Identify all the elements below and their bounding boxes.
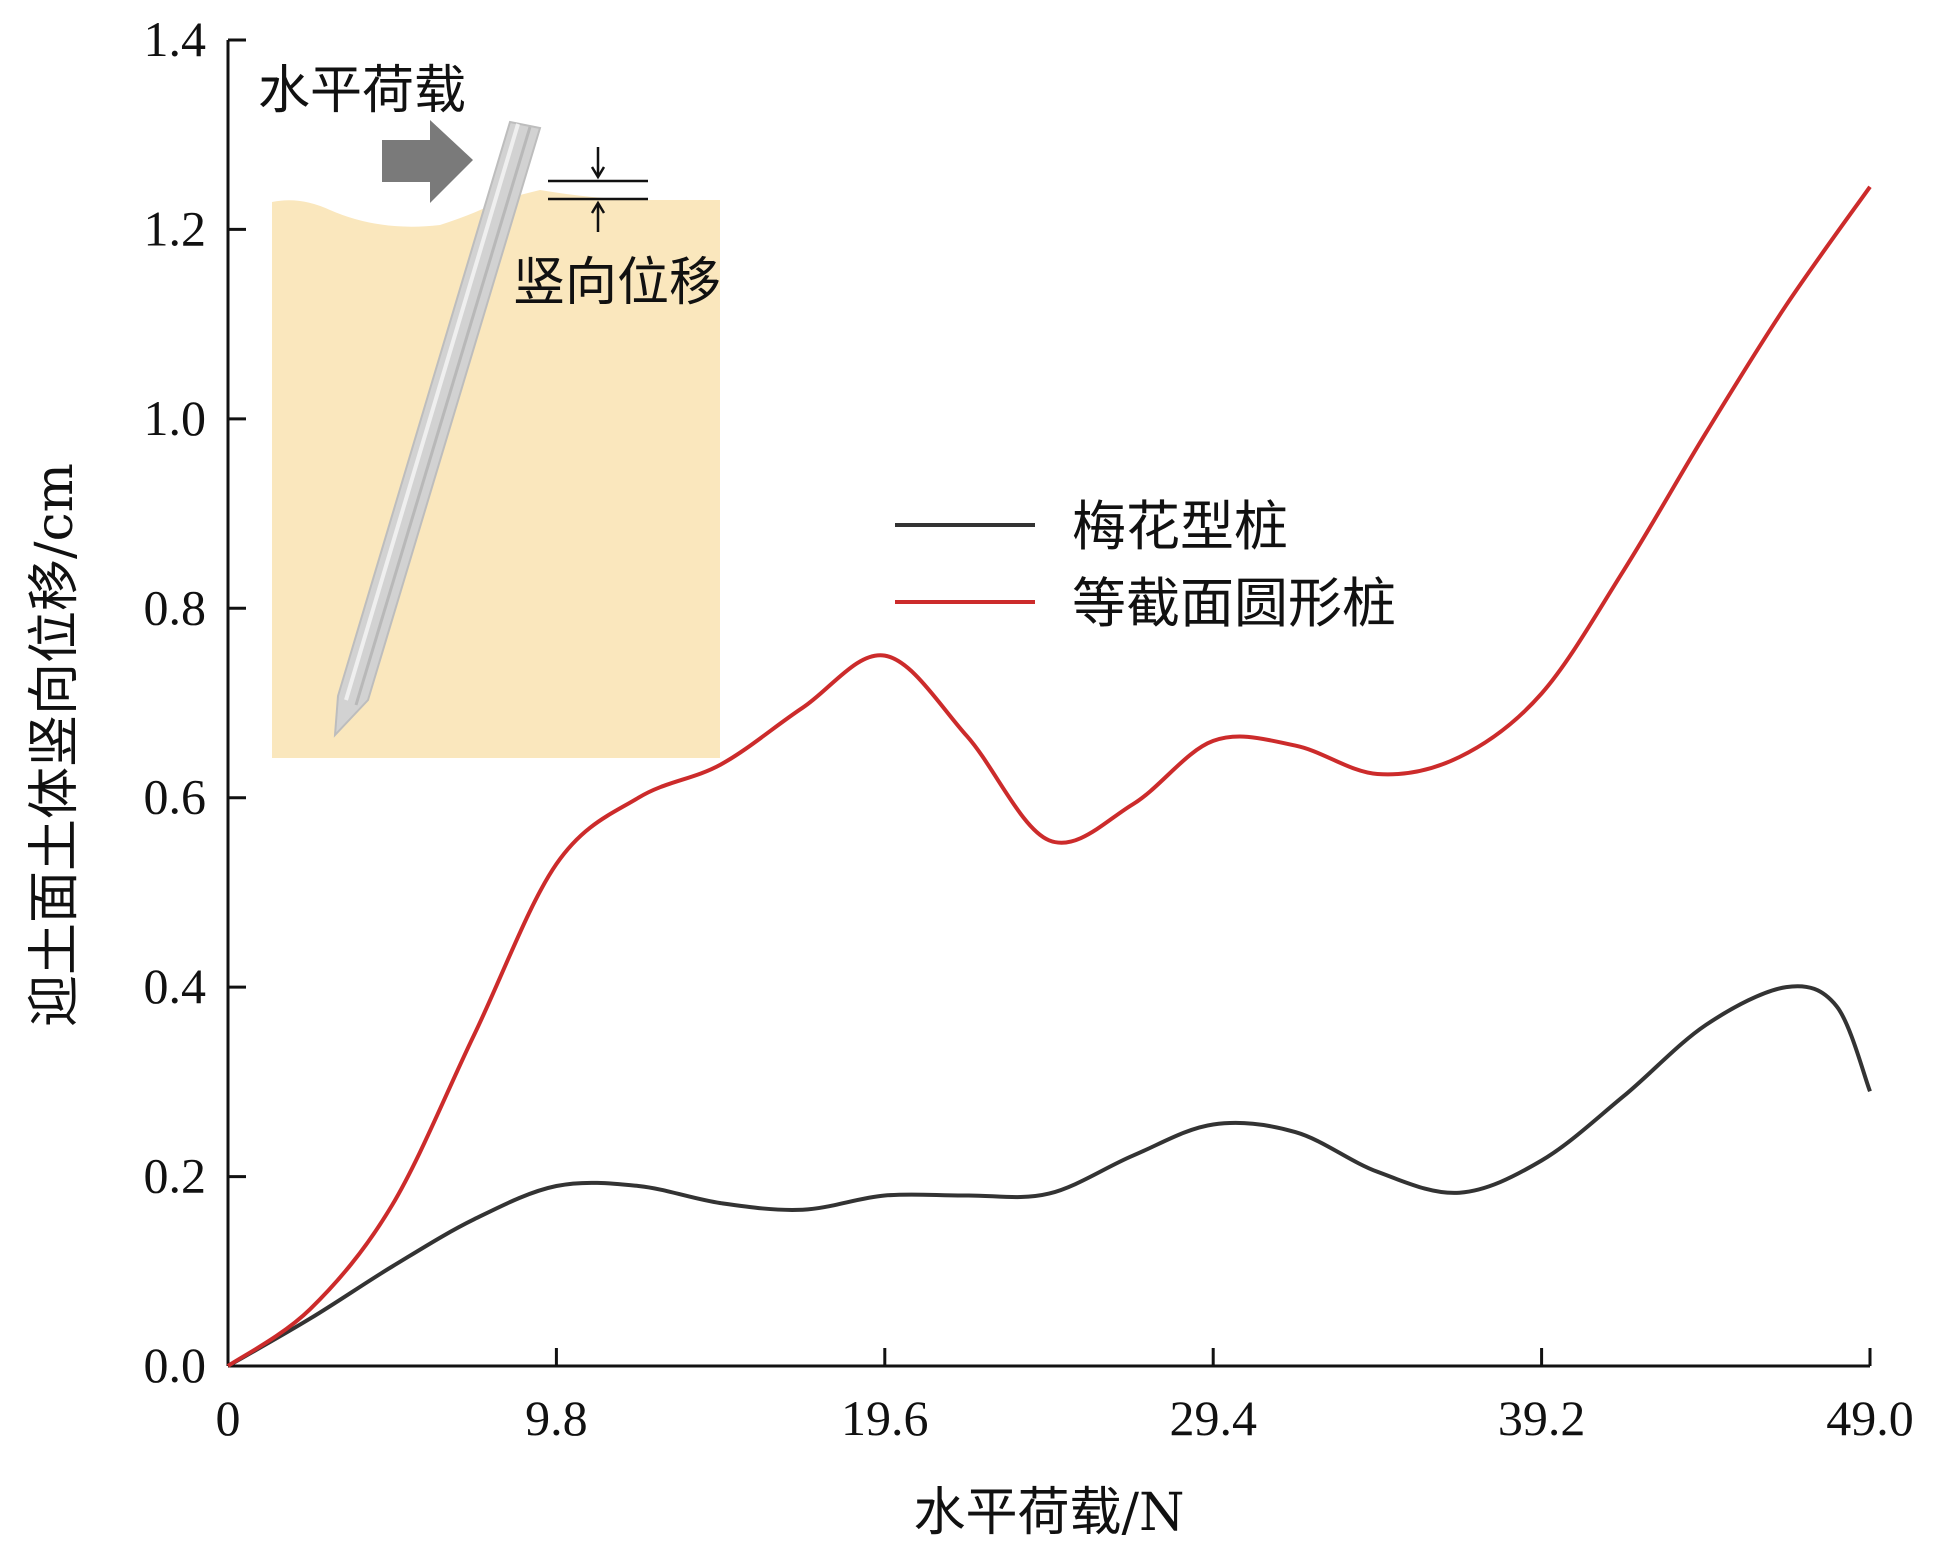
series-line-0 bbox=[227, 984, 1872, 1368]
x-tick-label: 49.0 bbox=[1826, 1390, 1914, 1446]
series-layer bbox=[226, 185, 1872, 1368]
y-ticks: 0.0 0.2 0.4 0.6 0.8 1.0 1.2 1.4 bbox=[144, 11, 246, 1393]
displacement-marker-icon bbox=[548, 147, 648, 232]
axes bbox=[226, 40, 1870, 1368]
inset-load-label: 水平荷载 bbox=[258, 61, 466, 121]
x-tick-label: 9.8 bbox=[525, 1390, 588, 1446]
x-tick-label: 0 bbox=[216, 1390, 241, 1446]
y-tick-label: 1.0 bbox=[144, 390, 207, 446]
y-axis-title: 迎土面土体竖向位移/cm bbox=[25, 463, 85, 1027]
inset-displacement-label: 竖向位移 bbox=[513, 253, 721, 313]
load-arrow-icon bbox=[382, 120, 473, 203]
legend-label-plum-pile: 梅花型桩 bbox=[1072, 495, 1288, 558]
x-axis-title: 水平荷载/N bbox=[913, 1483, 1184, 1543]
y-tick-label: 0.2 bbox=[144, 1148, 207, 1204]
y-tick-label: 0.0 bbox=[144, 1337, 207, 1393]
y-tick-label: 1.2 bbox=[144, 200, 207, 256]
pile bbox=[333, 120, 542, 738]
inset-illustration: 水平荷载 竖向位移 bbox=[258, 61, 721, 758]
x-tick-label: 19.6 bbox=[841, 1390, 929, 1446]
legend-label-circular-pile: 等截面圆形桩 bbox=[1072, 572, 1396, 635]
series-line-1 bbox=[226, 185, 1872, 1368]
y-tick-label: 0.4 bbox=[144, 958, 207, 1014]
x-ticks: 0 9.8 19.6 29.4 39.2 49.0 bbox=[216, 1348, 1914, 1446]
legend: 梅花型桩 等截面圆形桩 bbox=[895, 495, 1396, 635]
y-tick-label: 1.4 bbox=[144, 11, 207, 67]
x-tick-label: 39.2 bbox=[1498, 1390, 1586, 1446]
x-tick-label: 29.4 bbox=[1169, 1390, 1257, 1446]
y-tick-label: 0.6 bbox=[144, 769, 207, 825]
y-tick-label: 0.8 bbox=[144, 579, 207, 635]
